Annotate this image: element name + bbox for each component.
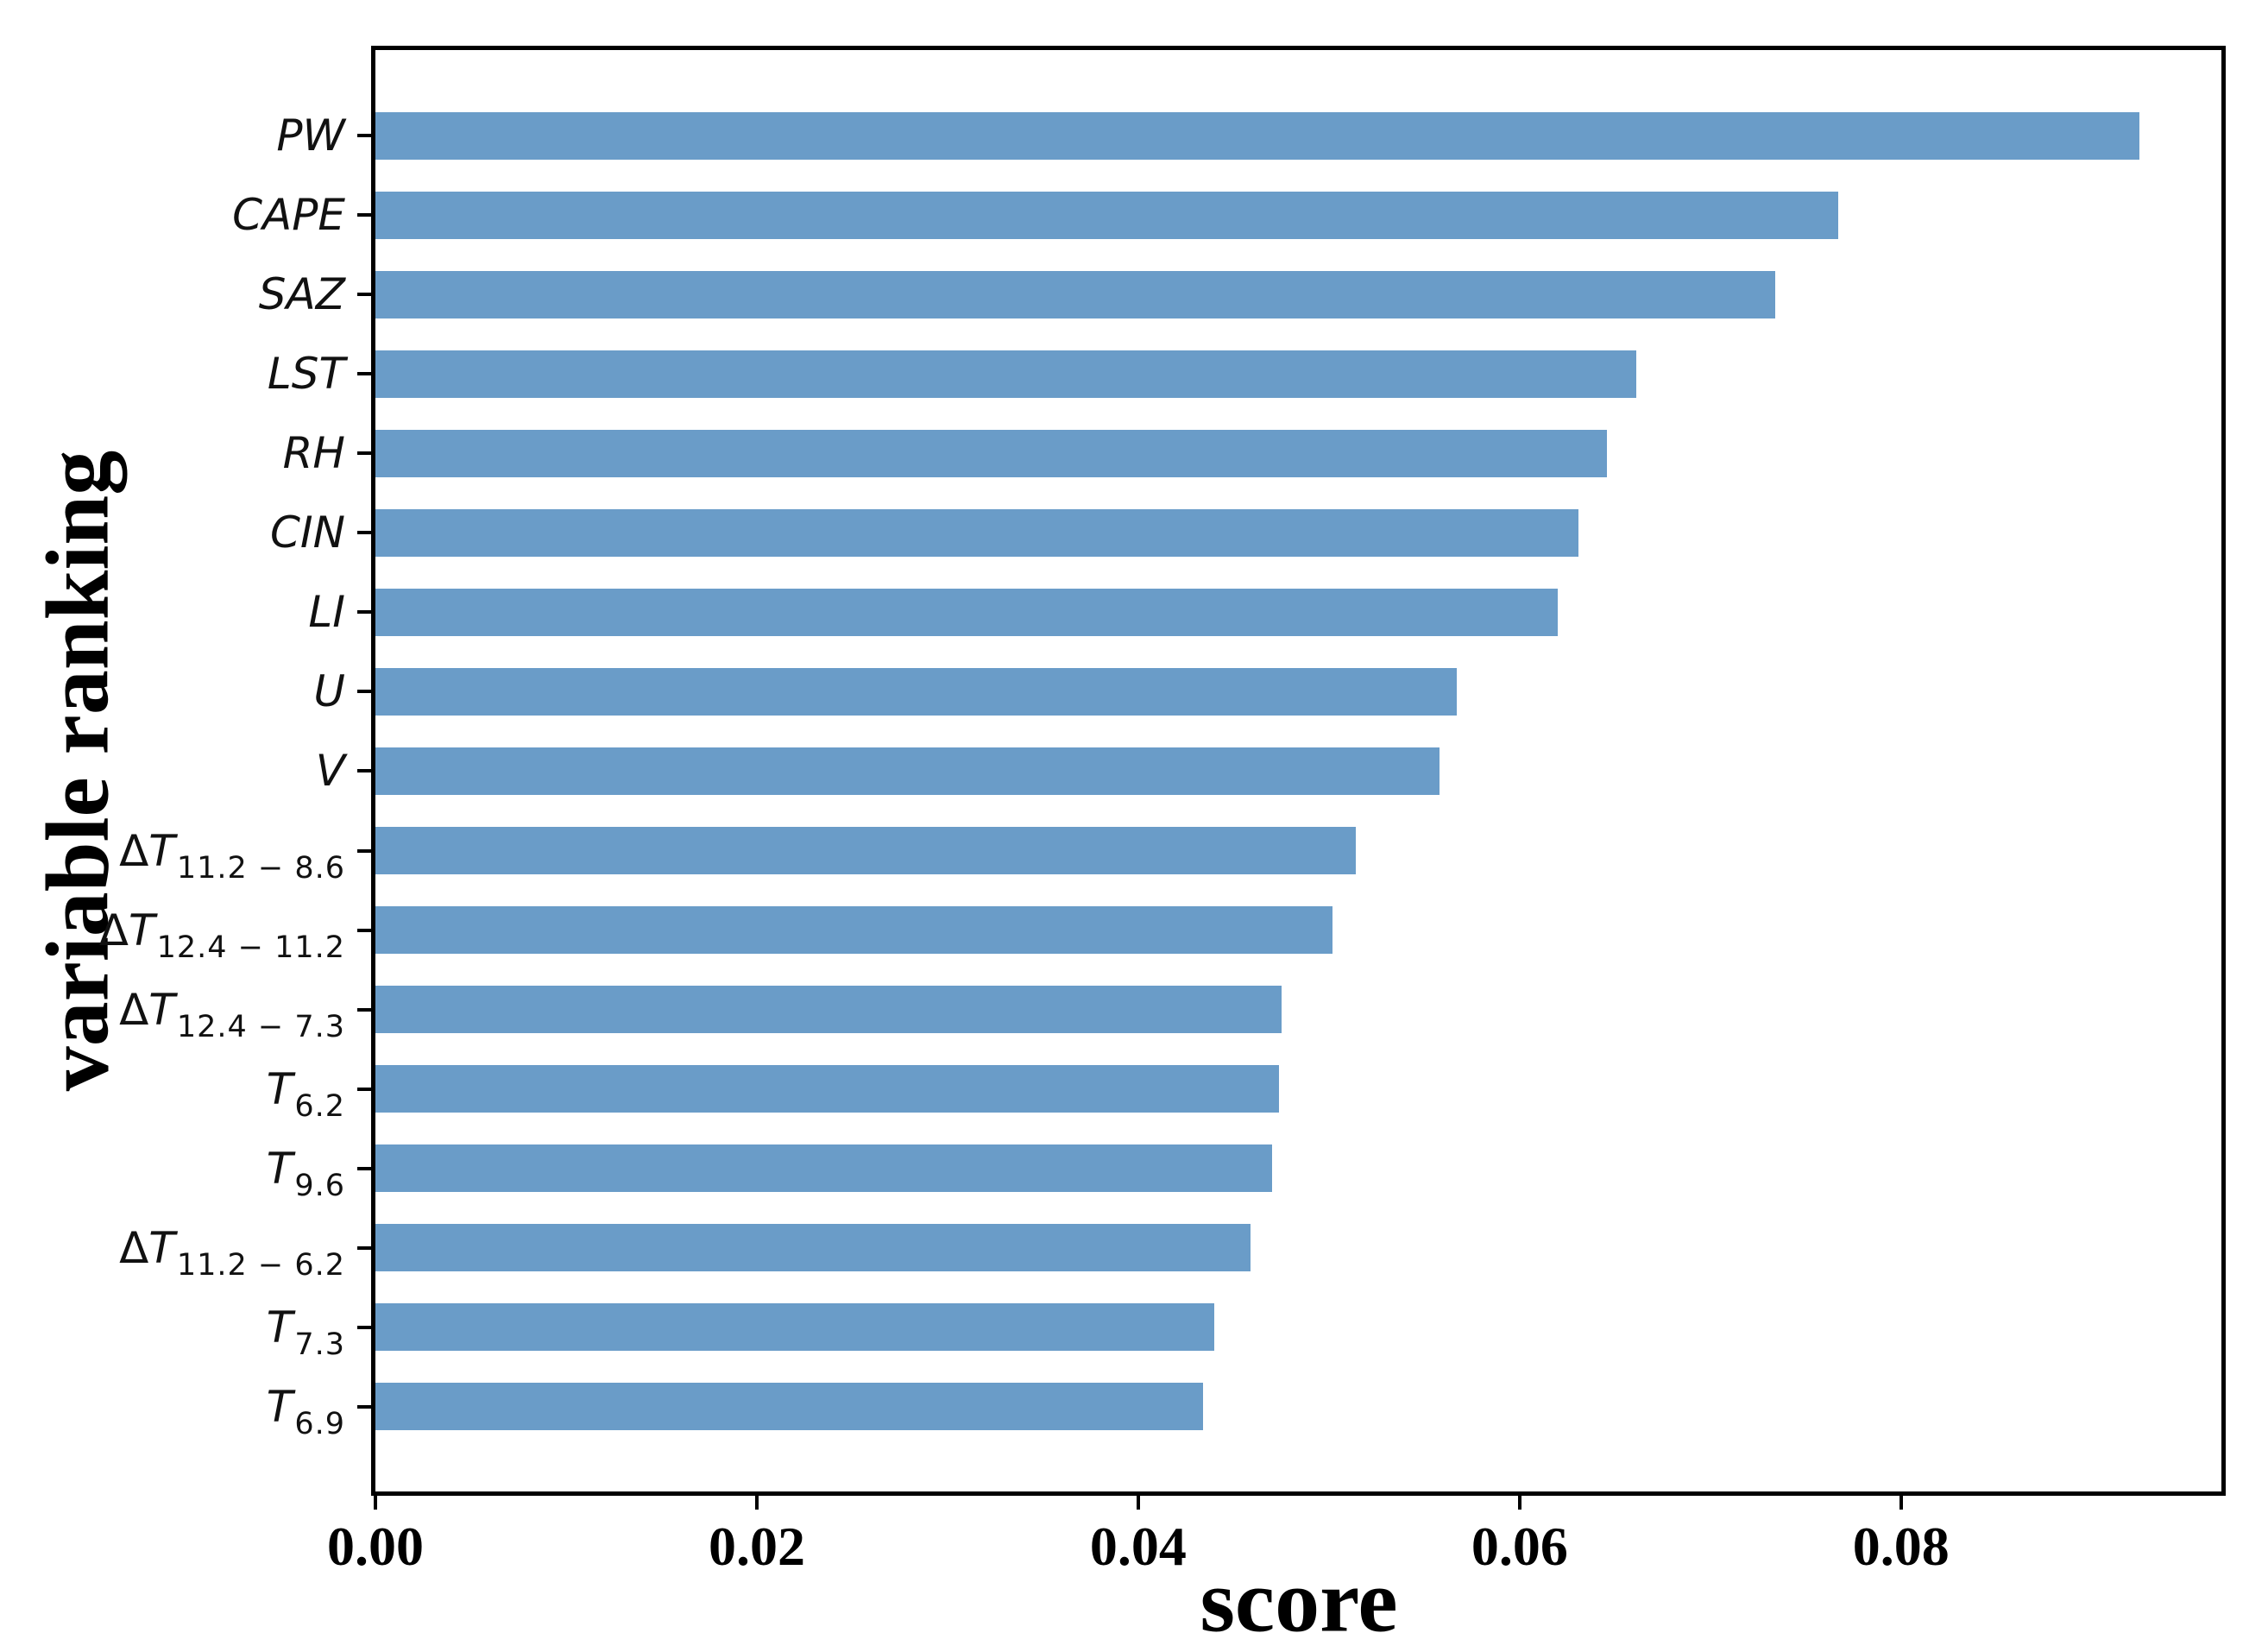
bar-RH	[375, 429, 1607, 477]
y-tick-label-LST: LST	[0, 335, 345, 413]
x-tick-label-0.04: 0.04	[1089, 1516, 1187, 1577]
variable-name: U	[313, 666, 345, 717]
y-tick-label-ΔT_11.2−6.2: ΔT11.2 − 6.2	[0, 1209, 345, 1287]
y-tick-label-PW: PW	[0, 97, 345, 174]
y-tick-mark	[357, 1087, 371, 1091]
bar-T_6.2	[375, 1065, 1279, 1113]
variable-name: LI	[308, 587, 345, 638]
delta-symbol: Δ	[119, 825, 149, 876]
y-tick-mark	[357, 134, 371, 137]
variable-name: PW	[276, 110, 345, 161]
y-tick-mark	[357, 1007, 371, 1012]
variable-subscript: 12.4 − 7.3	[176, 1009, 345, 1044]
variable-name: LST	[267, 349, 345, 400]
x-axis-label: score	[1200, 1551, 1398, 1651]
bar-ΔT_12.4−7.3	[375, 986, 1282, 1034]
bar-CIN	[375, 508, 1578, 557]
bar-V	[375, 747, 1440, 795]
delta-symbol: Δ	[98, 905, 129, 955]
bar-ΔT_11.2−6.2	[375, 1224, 1251, 1272]
bar-ΔT_12.4−11.2	[375, 906, 1332, 955]
y-tick-mark	[357, 848, 371, 853]
bar-ΔT_11.2−8.6	[375, 827, 1356, 875]
y-tick-label-SAZ: SAZ	[0, 255, 345, 333]
bar-T_6.9	[375, 1383, 1203, 1431]
y-tick-mark	[357, 531, 371, 535]
y-tick-label-ΔT_11.2−8.6: ΔT11.2 − 8.6	[0, 812, 345, 890]
variable-subscript: 6.9	[294, 1406, 345, 1441]
x-tick-label-0.00: 0.00	[327, 1516, 424, 1577]
variable-name: T	[266, 1302, 293, 1352]
variable-name: T	[266, 1063, 293, 1114]
y-tick-mark	[357, 1404, 371, 1409]
variable-name: T	[266, 1381, 293, 1432]
y-tick-label-V: V	[0, 732, 345, 810]
x-tick-mark	[754, 1496, 759, 1510]
y-tick-mark	[357, 928, 371, 932]
variable-name: V	[315, 746, 345, 797]
y-tick-mark	[357, 769, 371, 773]
y-tick-mark	[357, 293, 371, 297]
y-tick-mark	[357, 213, 371, 218]
y-tick-label-CAPE: CAPE	[0, 176, 345, 254]
y-tick-mark	[357, 610, 371, 615]
y-tick-label-LI: LI	[0, 573, 345, 651]
y-tick-label-CIN: CIN	[0, 494, 345, 571]
y-tick-label-RH: RH	[0, 414, 345, 492]
delta-symbol: Δ	[119, 1222, 149, 1273]
y-tick-label-T_6.2: T6.2	[0, 1050, 345, 1128]
x-tick-mark	[1899, 1496, 1903, 1510]
variable-subscript: 11.2 − 8.6	[176, 850, 345, 886]
bar-CAPE	[375, 191, 1838, 239]
bar-PW	[375, 111, 2139, 160]
x-tick-mark	[1136, 1496, 1140, 1510]
bar-LI	[375, 588, 1558, 636]
y-tick-mark	[357, 451, 371, 456]
variable-subscript: 7.3	[294, 1327, 345, 1362]
x-tick-mark	[374, 1496, 377, 1510]
x-tick-label-0.06: 0.06	[1471, 1516, 1568, 1577]
variable-name: T	[129, 905, 155, 955]
variable-subscript: 9.6	[294, 1168, 345, 1203]
bar-U	[375, 667, 1457, 716]
variable-name: T	[266, 1143, 293, 1194]
bar-SAZ	[375, 270, 1775, 318]
y-tick-label-T_6.9: T6.9	[0, 1368, 345, 1446]
x-tick-mark	[1517, 1496, 1521, 1510]
variable-name: T	[148, 1222, 175, 1273]
plot-area	[371, 46, 2226, 1496]
variable-subscript: 12.4 − 11.2	[156, 930, 345, 965]
variable-subscript: 6.2	[294, 1088, 345, 1124]
variable-name: T	[148, 984, 175, 1035]
bar-T_9.6	[375, 1144, 1272, 1193]
bar-T_7.3	[375, 1303, 1214, 1352]
variable-name: T	[148, 825, 175, 876]
y-tick-mark	[357, 372, 371, 376]
y-tick-mark	[357, 690, 371, 694]
y-tick-label-ΔT_12.4−11.2: ΔT12.4 − 11.2	[0, 892, 345, 969]
y-tick-label-T_9.6: T9.6	[0, 1130, 345, 1207]
variable-name: CAPE	[232, 190, 345, 241]
variable-name: RH	[282, 428, 345, 479]
y-tick-label-T_7.3: T7.3	[0, 1289, 345, 1366]
y-tick-label-U: U	[0, 653, 345, 730]
x-tick-label-0.02: 0.02	[708, 1516, 805, 1577]
variable-subscript: 11.2 − 6.2	[176, 1247, 345, 1283]
y-tick-mark	[357, 1245, 371, 1250]
variable-name: CIN	[269, 508, 345, 558]
bar-LST	[375, 350, 1636, 398]
variable-name: SAZ	[258, 269, 345, 320]
delta-symbol: Δ	[119, 984, 149, 1035]
y-tick-mark	[357, 1166, 371, 1170]
y-tick-mark	[357, 1325, 371, 1329]
y-tick-label-ΔT_12.4−7.3: ΔT12.4 − 7.3	[0, 971, 345, 1049]
x-tick-label-0.08: 0.08	[1852, 1516, 1950, 1577]
